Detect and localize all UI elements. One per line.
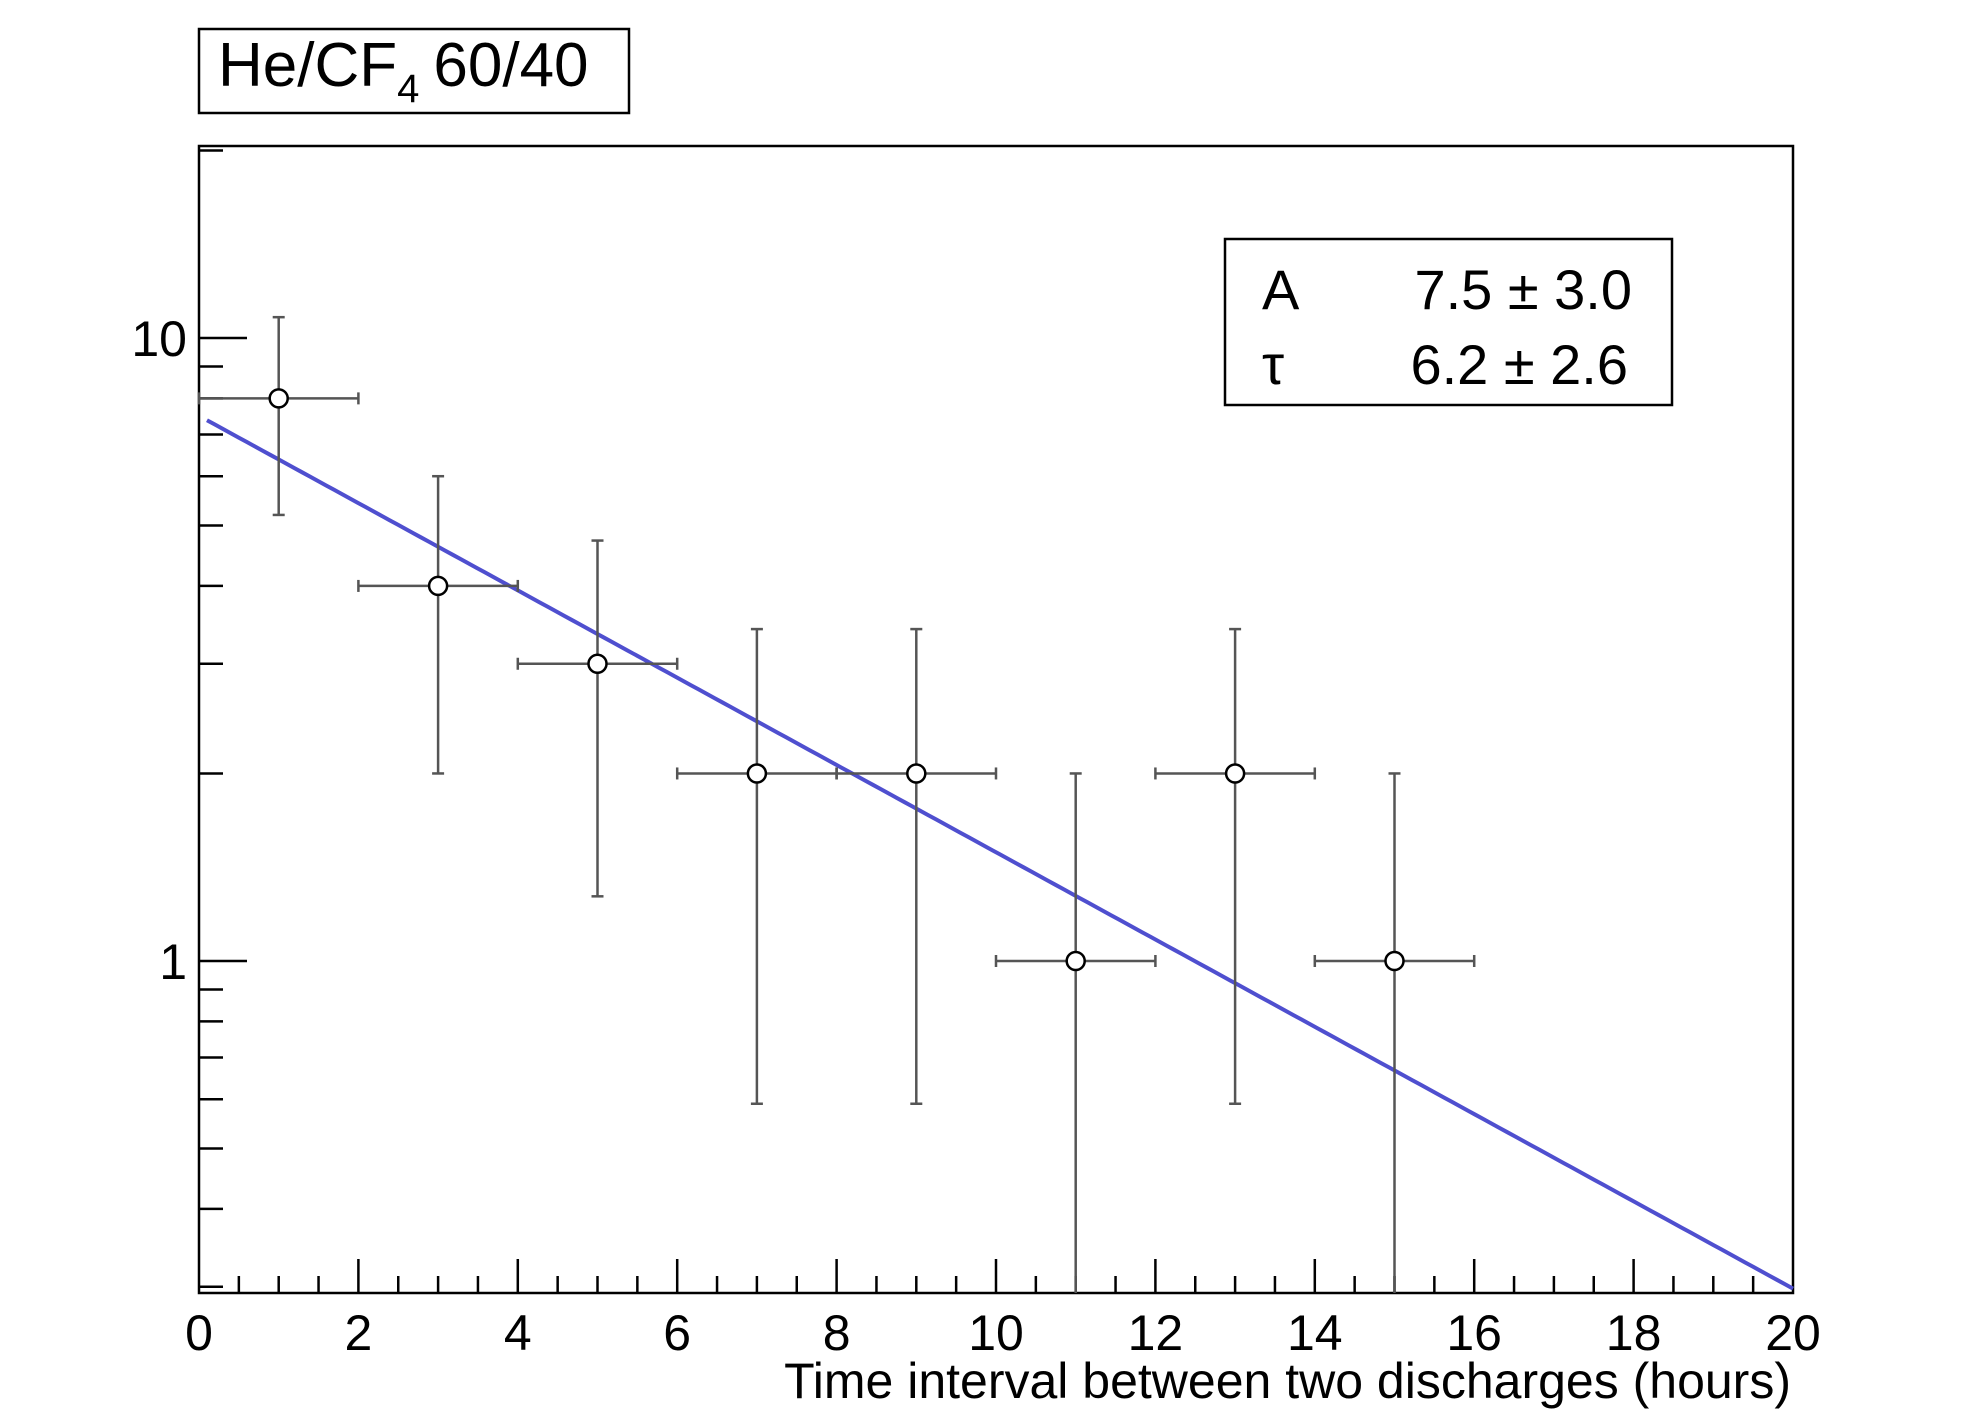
- x-tick-label: 14: [1287, 1305, 1343, 1361]
- x-tick-label: 16: [1446, 1305, 1502, 1361]
- data-point: [994, 772, 1157, 1293]
- title-text: He/CF4 60/40: [218, 31, 589, 111]
- x-tick-label: 10: [968, 1305, 1024, 1361]
- data-point: [1154, 627, 1317, 1106]
- fit-line: [206, 418, 1794, 1291]
- stat-value-a: 7.5 ± 3.0: [1414, 258, 1632, 321]
- title-suffix: 60/40: [433, 31, 588, 100]
- data-point: [197, 315, 360, 517]
- stat-name-a: A: [1262, 258, 1300, 321]
- point-marker: [1224, 763, 1246, 784]
- y-tick-label: 10: [131, 311, 187, 367]
- fit-stats-box: A 7.5 ± 3.0 τ 6.2 ± 2.6: [1223, 237, 1674, 407]
- point-marker: [906, 763, 927, 784]
- y-tick-label: 1: [159, 934, 187, 990]
- stat-name-tau: τ: [1262, 333, 1284, 396]
- axes-layer: 0 2 4 6 8 10 12 14 16 18 20 1 10: [131, 149, 1821, 1361]
- x-tick-label: 6: [663, 1305, 691, 1361]
- data-point: [357, 474, 520, 775]
- point-marker: [587, 653, 608, 675]
- x-tick-label: 12: [1128, 1305, 1184, 1361]
- point-marker: [1384, 950, 1405, 972]
- x-tick-label: 0: [185, 1305, 213, 1361]
- point-marker: [1065, 950, 1086, 972]
- data-layer: [197, 315, 1794, 1293]
- point-marker: [268, 388, 289, 409]
- data-point: [516, 539, 679, 898]
- x-tick-label: 18: [1606, 1305, 1662, 1361]
- x-tick-label: 2: [344, 1305, 372, 1361]
- x-axis-title: Time interval between two discharges (ho…: [784, 1353, 1791, 1409]
- title-main: He/CF: [218, 31, 397, 100]
- point-marker: [746, 763, 768, 784]
- point-marker: [427, 575, 449, 597]
- data-point: [1313, 772, 1476, 1293]
- x-tick-label: 20: [1765, 1305, 1821, 1361]
- title-subscript: 4: [397, 67, 419, 111]
- title-box: He/CF4 60/40: [197, 27, 631, 115]
- x-tick-label: 8: [823, 1305, 851, 1361]
- data-point: [675, 627, 838, 1106]
- data-point: [835, 627, 998, 1106]
- stat-value-tau: 6.2 ± 2.6: [1410, 333, 1628, 396]
- x-tick-label: 4: [504, 1305, 532, 1361]
